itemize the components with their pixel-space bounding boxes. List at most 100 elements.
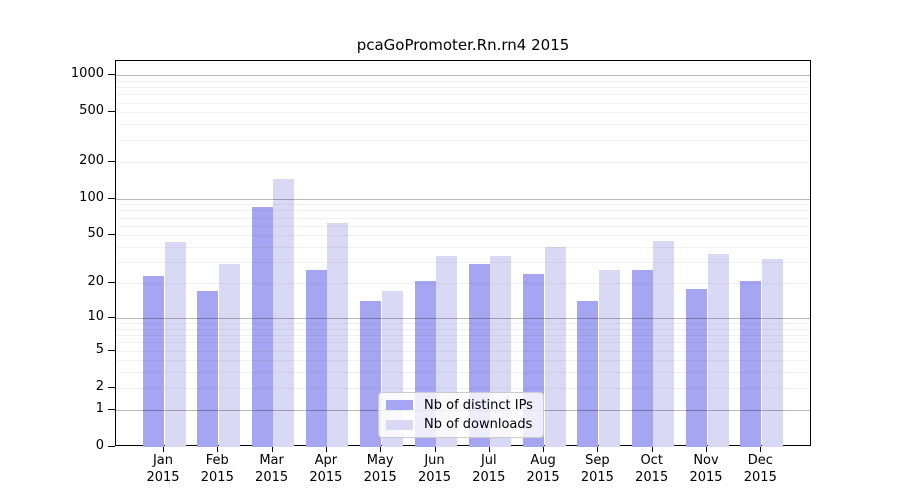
minor-gridline bbox=[116, 262, 810, 264]
y-tick-label: 20 bbox=[87, 274, 104, 290]
minor-gridline bbox=[116, 210, 810, 212]
major-gridline bbox=[116, 75, 810, 77]
minor-gridline bbox=[116, 161, 810, 163]
x-tick-label: Sep 2015 bbox=[552, 452, 642, 486]
legend: Nb of distinct IPs Nb of downloads bbox=[378, 392, 544, 438]
x-tick-mark bbox=[651, 446, 653, 452]
y-tick-mark bbox=[108, 316, 115, 318]
minor-gridline bbox=[116, 112, 810, 114]
y-tick-mark bbox=[108, 386, 115, 388]
x-tick-label: Mar 2015 bbox=[227, 452, 317, 486]
x-tick-label-line: 2015 bbox=[417, 470, 452, 485]
y-tick-label: 500 bbox=[79, 103, 104, 119]
bar-downloads-oct bbox=[653, 240, 675, 447]
x-tick-label-line: 2015 bbox=[146, 470, 180, 485]
x-tick-label: Oct 2015 bbox=[607, 452, 697, 486]
x-tick-label-line: 2015 bbox=[309, 470, 343, 485]
x-tick-label-line: 2015 bbox=[200, 470, 234, 485]
major-gridline bbox=[116, 198, 810, 200]
x-tick-label-line: Jun bbox=[424, 453, 445, 468]
minor-gridline bbox=[116, 217, 810, 219]
minor-gridline bbox=[116, 124, 810, 126]
bar-downloads-jan bbox=[164, 242, 186, 447]
bar-distinct-ips-dec bbox=[740, 280, 762, 447]
minor-gridline bbox=[116, 204, 810, 206]
minor-gridline bbox=[116, 323, 810, 325]
minor-gridline bbox=[116, 94, 810, 96]
y-tick-label: 5 bbox=[95, 341, 104, 357]
x-tick-label-line: 2015 bbox=[689, 470, 723, 485]
chart-title: pcaGoPromoter.Rn.rn4 2015 bbox=[356, 36, 570, 54]
minor-gridline bbox=[116, 283, 810, 285]
bar-distinct-ips-sep bbox=[577, 301, 599, 447]
x-tick-label-line: Nov bbox=[693, 453, 719, 468]
x-tick-mark bbox=[597, 446, 599, 452]
x-tick-label: Feb 2015 bbox=[172, 452, 262, 486]
minor-gridline bbox=[116, 387, 810, 389]
x-tick-mark bbox=[543, 446, 545, 452]
y-tick-mark bbox=[108, 282, 115, 284]
bar-downloads-apr bbox=[327, 223, 349, 447]
x-tick-mark bbox=[706, 446, 707, 452]
x-tick-label-line: Dec bbox=[747, 453, 773, 468]
x-tick-label-line: Jul bbox=[480, 453, 497, 468]
bar-distinct-ips-oct bbox=[631, 269, 653, 447]
x-tick-label-line: Mar bbox=[259, 453, 284, 468]
x-tick-label-line: Jan bbox=[152, 453, 174, 468]
x-tick-label-line: 2015 bbox=[743, 470, 777, 485]
x-tick-label-line: Oct bbox=[640, 453, 663, 468]
bar-downloads-mar bbox=[273, 179, 295, 447]
x-tick-label-line: Aug bbox=[530, 453, 556, 468]
minor-gridline bbox=[116, 80, 810, 82]
bar-downloads-dec bbox=[761, 258, 783, 447]
minor-gridline bbox=[116, 350, 810, 352]
y-tick-mark bbox=[108, 74, 115, 76]
x-tick-label-line: 2015 bbox=[635, 470, 669, 485]
y-tick-label: 200 bbox=[79, 152, 104, 168]
bar-distinct-ips-mar bbox=[251, 207, 273, 447]
x-tick-mark bbox=[217, 446, 219, 452]
legend-item-downloads: Nb of downloads bbox=[386, 417, 543, 432]
x-tick-label-line: Apr bbox=[314, 453, 338, 468]
x-tick-label: Nov 2015 bbox=[661, 452, 751, 486]
legend-item-distinct-ips: Nb of distinct IPs bbox=[386, 398, 543, 413]
x-tick-mark bbox=[488, 446, 490, 452]
x-tick-label-line: May bbox=[366, 453, 394, 468]
minor-gridline bbox=[116, 328, 810, 330]
legend-label-distinct-ips: Nb of distinct IPs bbox=[424, 397, 533, 413]
bar-distinct-ips-apr bbox=[305, 269, 327, 447]
y-tick-label: 1 bbox=[95, 400, 104, 416]
legend-swatch-downloads bbox=[386, 419, 413, 430]
minor-gridline bbox=[116, 235, 810, 237]
x-tick-mark bbox=[325, 446, 327, 452]
minor-gridline bbox=[116, 360, 810, 362]
x-tick-label-line: 2015 bbox=[255, 470, 289, 485]
x-tick-mark bbox=[163, 446, 164, 452]
major-gridline bbox=[116, 317, 810, 319]
y-tick-mark bbox=[108, 160, 115, 162]
legend-label-downloads: Nb of downloads bbox=[424, 417, 533, 433]
y-tick-label: 1000 bbox=[70, 66, 104, 82]
minor-gridline bbox=[116, 139, 810, 141]
y-tick-label: 2 bbox=[95, 378, 104, 394]
x-tick-label: Aug 2015 bbox=[498, 452, 588, 486]
minor-gridline bbox=[116, 335, 810, 337]
minor-gridline bbox=[116, 225, 810, 227]
x-tick-label: Jan 2015 bbox=[118, 452, 208, 486]
x-tick-label-line: 2015 bbox=[363, 470, 397, 485]
y-tick-mark bbox=[108, 234, 115, 236]
x-tick-label: Apr 2015 bbox=[281, 452, 371, 486]
bar-distinct-ips-feb bbox=[197, 291, 219, 447]
x-tick-mark bbox=[380, 446, 382, 452]
x-tick-mark bbox=[760, 446, 762, 452]
bar-distinct-ips-may bbox=[360, 301, 382, 447]
x-tick-label-line: 2015 bbox=[526, 470, 560, 485]
x-tick-label-line: 2015 bbox=[472, 470, 506, 485]
y-tick-mark bbox=[108, 197, 115, 199]
plot-area bbox=[115, 60, 811, 447]
x-tick-mark bbox=[271, 446, 273, 452]
minor-gridline bbox=[116, 342, 810, 344]
bar-downloads-feb bbox=[218, 263, 240, 447]
y-tick-label: 100 bbox=[79, 189, 104, 205]
